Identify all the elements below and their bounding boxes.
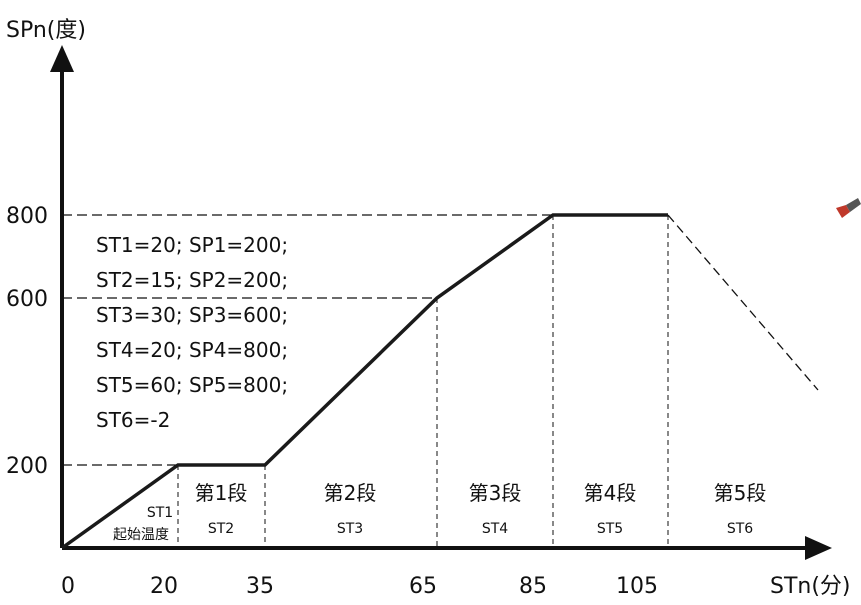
- segment-st1-start-temp: 起始温度: [113, 527, 169, 543]
- param-line-6: ST6=-2: [96, 408, 170, 432]
- segment-3-title: 第3段: [469, 481, 522, 505]
- parameter-list: ST1=20; SP1=200; ST2=15; SP2=200; ST3=30…: [96, 233, 288, 432]
- segment-5-sub: ST6: [727, 521, 753, 537]
- segment-4-title: 第4段: [584, 481, 637, 505]
- st6-descending-line: [667, 214, 819, 391]
- segment-st1-label: ST1: [147, 505, 173, 521]
- param-line-3: ST3=30; SP3=600;: [96, 303, 288, 327]
- x-tick-35: 35: [246, 574, 274, 599]
- x-axis-arrow: [805, 536, 832, 560]
- param-line-5: ST5=60; SP5=800;: [96, 373, 288, 397]
- segment-3-sub: ST4: [482, 521, 508, 537]
- segment-1-sub: ST2: [208, 521, 234, 537]
- segment-4-sub: ST5: [597, 521, 623, 537]
- y-axis-arrow: [50, 45, 74, 72]
- segment-5-title: 第5段: [714, 481, 767, 505]
- y-tick-200: 200: [6, 454, 48, 479]
- x-tick-85: 85: [519, 574, 547, 599]
- segment-2-title: 第2段: [324, 481, 377, 505]
- x-tick-65: 65: [409, 574, 437, 599]
- segment-2-sub: ST3: [337, 521, 363, 537]
- x-axis-label: STn(分): [770, 574, 851, 599]
- y-tick-600: 600: [6, 287, 48, 312]
- param-line-2: ST2=15; SP2=200;: [96, 268, 288, 292]
- x-tick-0: 0: [61, 574, 75, 599]
- guide-lines: [62, 214, 553, 466]
- x-tick-20: 20: [150, 574, 178, 599]
- edge-artifact-icon: [836, 198, 861, 218]
- segment-1-title: 第1段: [195, 481, 248, 505]
- y-axis-label: SPn(度): [6, 18, 86, 43]
- param-line-4: ST4=20; SP4=800;: [96, 338, 288, 362]
- profile-line: [60, 213, 668, 550]
- segment-dividers: [177, 215, 669, 548]
- x-tick-105: 105: [616, 574, 658, 599]
- param-line-1: ST1=20; SP1=200;: [96, 233, 288, 257]
- y-tick-800: 800: [6, 204, 48, 229]
